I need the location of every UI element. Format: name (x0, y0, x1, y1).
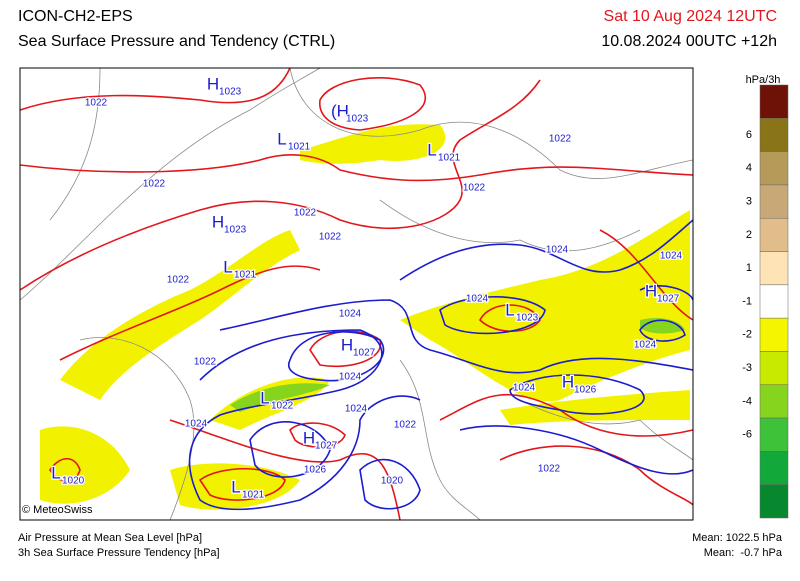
legend-band (759, 151, 789, 186)
footer-line: 3h Sea Surface Pressure Tendency [hPa] (18, 547, 220, 559)
legend-band (759, 417, 789, 452)
pressure-centre: L (427, 140, 436, 159)
isobar-label: 1024 (466, 294, 489, 305)
pressure-value: 1027 (315, 441, 338, 452)
legend-tick-label: -2 (742, 329, 752, 341)
legend-tick-label: -1 (742, 295, 752, 307)
legend-tick-label: 1 (746, 262, 752, 274)
pressure-centre: L (51, 463, 60, 482)
pressure-value: 1022 (271, 401, 294, 412)
isobar-label: 1024 (345, 404, 368, 415)
legend-band (759, 217, 789, 252)
legend-tick-label: -4 (742, 395, 752, 407)
legend-tick-label: -6 (742, 429, 752, 441)
pressure-value: 1026 (574, 385, 597, 396)
pressure-centre: H (303, 428, 315, 447)
legend-tick-label: 2 (746, 229, 752, 241)
subtitle: Sea Surface Pressure and Tendency (CTRL) (18, 33, 335, 50)
legend-band (759, 284, 789, 319)
legend-tick-label: 4 (746, 162, 752, 174)
map-frame (19, 67, 694, 521)
legend-band (759, 184, 789, 219)
pressure-centre: H (212, 212, 224, 231)
legend-band (759, 84, 789, 119)
valid-time: Sat 10 Aug 2024 12UTC (604, 8, 777, 25)
isobar-label: 1022 (319, 232, 342, 243)
legend-band (759, 118, 789, 152)
isobar-label: 1022 (538, 464, 561, 475)
pressure-centre: H (207, 74, 219, 93)
isobar-label: 1024 (634, 340, 657, 351)
pressure-value: 1020 (62, 476, 85, 487)
borders (19, 67, 694, 521)
pressure-value: 1021 (234, 270, 257, 281)
legend-tick-label: -3 (742, 362, 752, 374)
pressure-value: 1021 (288, 142, 311, 153)
pressure-value: 1023 (346, 114, 369, 125)
isobar-label: 1022 (194, 357, 217, 368)
copyright: © MeteoSwiss (22, 504, 93, 516)
legend-unit: hPa/3h (746, 74, 781, 86)
pressure-value: 1023 (516, 313, 539, 324)
isobar-label: 1022 (143, 179, 166, 190)
isobar-label: 1022 (294, 208, 317, 219)
isobars-blue (188, 219, 694, 511)
tendency-fields (40, 124, 690, 510)
isobar-label: 1024 (660, 251, 683, 262)
footer-mean: Mean: -0.7 hPa (704, 547, 783, 559)
pressure-centre: L (223, 257, 232, 276)
pressure-value: 1021 (438, 153, 461, 164)
pressure-centre: (H (331, 101, 349, 120)
pressure-value: 1023 (224, 225, 247, 236)
legend-band (759, 251, 789, 286)
pressure-centre: H (562, 372, 574, 391)
legend: 6 4 3 2 1 -1 -2 -3 -4 -6 (742, 84, 789, 519)
legend-band (759, 317, 789, 352)
pressure-centre: H (645, 281, 657, 300)
footer-mean: Mean: 1022.5 hPa (692, 532, 783, 544)
isobar-label: 1022 (167, 275, 190, 286)
isobar-label: 1024 (339, 372, 362, 383)
pressure-value: 1021 (242, 490, 265, 501)
legend-tick-label: 6 (746, 129, 752, 141)
isobar-label: 1026 (304, 465, 327, 476)
legend-band (759, 351, 789, 386)
pressure-value: 1027 (353, 348, 376, 359)
title: ICON-CH2-EPS (18, 8, 133, 25)
footer-line: Air Pressure at Mean Sea Level [hPa] (18, 532, 202, 544)
pressure-value: 1023 (219, 87, 242, 98)
pressure-centre: L (277, 129, 286, 148)
pressure-centre: H (341, 335, 353, 354)
isobar-label: 1020 (381, 476, 404, 487)
isobar-label: 1022 (85, 98, 108, 109)
legend-tick-label: 3 (746, 195, 752, 207)
isobar-label: 1022 (463, 183, 486, 194)
legend-band (759, 451, 789, 485)
run-time: 10.08.2024 00UTC +12h (601, 33, 777, 50)
isobar-label: 1024 (513, 383, 536, 394)
isobar-label: 1024 (185, 419, 208, 430)
isobar-label: 1022 (394, 420, 417, 431)
isobar-label: 1022 (549, 134, 572, 145)
isobar-label: 1024 (339, 309, 362, 320)
pressure-centre: L (260, 388, 269, 407)
isobar-label: 1024 (546, 245, 569, 256)
legend-band (759, 384, 789, 419)
pressure-value: 1027 (657, 294, 680, 305)
legend-band (759, 484, 789, 519)
pressure-centre: L (505, 300, 514, 319)
pressure-centre: L (231, 477, 240, 496)
